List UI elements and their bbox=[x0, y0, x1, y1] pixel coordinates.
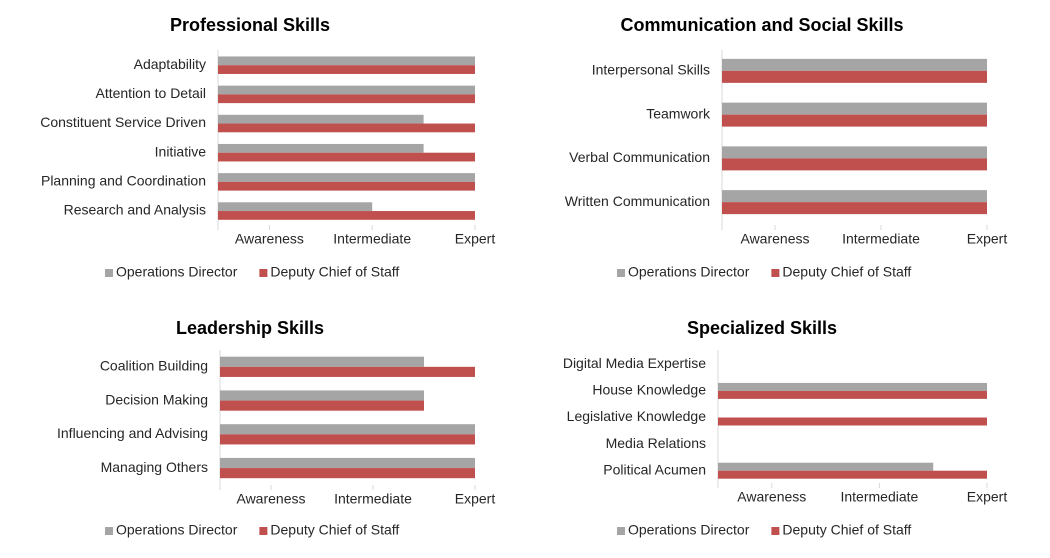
bar bbox=[218, 181, 475, 191]
legend-label: Operations Director bbox=[628, 264, 750, 280]
bar bbox=[718, 462, 934, 471]
legend-swatch bbox=[105, 269, 113, 277]
legend-label: Deputy Chief of Staff bbox=[782, 522, 911, 538]
y-tick-label: Managing Others bbox=[101, 459, 208, 475]
legend-swatch bbox=[617, 527, 625, 535]
y-tick-label: Digital Media Expertise bbox=[563, 355, 706, 371]
bar bbox=[218, 152, 475, 162]
y-tick-label: Attention to Detail bbox=[95, 85, 206, 101]
y-tick-label: Research and Analysis bbox=[64, 202, 206, 218]
y-tick-label: Written Communication bbox=[565, 193, 710, 209]
y-tick-label: Adaptability bbox=[134, 56, 206, 72]
x-tick-label: Awareness bbox=[235, 231, 304, 247]
x-tick-label: Intermediate bbox=[840, 489, 918, 505]
x-tick-label: Expert bbox=[455, 491, 496, 507]
chart-title: Communication and Social Skills bbox=[620, 15, 903, 35]
chart-title: Professional Skills bbox=[170, 15, 330, 35]
bar bbox=[218, 94, 475, 104]
bar bbox=[218, 85, 475, 95]
bar bbox=[722, 158, 987, 171]
x-tick-label: Awareness bbox=[737, 489, 806, 505]
chart-title: Leadership Skills bbox=[176, 318, 324, 338]
bar bbox=[218, 202, 373, 212]
y-tick-label: Influencing and Advising bbox=[57, 425, 208, 441]
y-tick-label: Planning and Coordination bbox=[41, 173, 206, 189]
bar bbox=[722, 190, 987, 203]
bar bbox=[220, 424, 475, 435]
bar bbox=[218, 65, 475, 74]
bar bbox=[218, 56, 475, 66]
legend-swatch bbox=[617, 269, 625, 277]
bar bbox=[218, 143, 424, 153]
y-tick-label: Media Relations bbox=[606, 435, 706, 451]
legend-swatch bbox=[105, 527, 113, 535]
bar bbox=[220, 457, 475, 469]
bar bbox=[722, 114, 987, 127]
legend-label: Deputy Chief of Staff bbox=[270, 264, 399, 280]
bar bbox=[220, 366, 475, 377]
y-tick-label: Teamwork bbox=[646, 105, 711, 121]
bar bbox=[220, 356, 424, 367]
x-tick-label: Awareness bbox=[740, 231, 809, 247]
x-tick-label: Awareness bbox=[236, 491, 305, 507]
bar bbox=[218, 173, 475, 182]
x-tick-label: Expert bbox=[455, 231, 496, 247]
bar bbox=[722, 70, 987, 83]
legend-label: Operations Director bbox=[628, 522, 750, 538]
legend-swatch bbox=[259, 527, 268, 535]
bar bbox=[218, 114, 424, 124]
bar bbox=[220, 468, 475, 479]
x-tick-label: Intermediate bbox=[333, 231, 411, 247]
chart-title: Specialized Skills bbox=[687, 318, 837, 338]
legend-label: Deputy Chief of Staff bbox=[270, 522, 399, 538]
legend-swatch bbox=[259, 269, 268, 277]
bar bbox=[722, 102, 987, 115]
y-tick-label: Verbal Communication bbox=[569, 149, 710, 165]
y-tick-label: Legislative Knowledge bbox=[567, 408, 707, 424]
x-tick-label: Expert bbox=[967, 231, 1008, 247]
legend-swatch bbox=[771, 269, 780, 277]
y-tick-label: Political Acumen bbox=[603, 461, 706, 477]
legend-label: Deputy Chief of Staff bbox=[782, 264, 911, 280]
x-tick-label: Intermediate bbox=[334, 491, 412, 507]
bar bbox=[722, 58, 987, 71]
bar bbox=[220, 390, 424, 401]
bar bbox=[722, 202, 987, 215]
y-tick-label: Initiative bbox=[155, 143, 207, 159]
bar bbox=[718, 417, 987, 426]
bar bbox=[218, 123, 475, 133]
bar bbox=[718, 390, 987, 399]
y-tick-label: House Knowledge bbox=[592, 382, 706, 398]
bar bbox=[722, 146, 987, 159]
bar bbox=[220, 400, 424, 411]
y-tick-label: Decision Making bbox=[105, 391, 208, 407]
y-tick-label: Coalition Building bbox=[100, 358, 208, 374]
x-tick-label: Expert bbox=[967, 489, 1008, 505]
bar bbox=[220, 434, 475, 445]
y-tick-label: Constituent Service Driven bbox=[40, 114, 206, 130]
bar bbox=[218, 211, 475, 220]
legend-label: Operations Director bbox=[116, 522, 238, 538]
y-tick-label: Interpersonal Skills bbox=[592, 62, 710, 78]
x-tick-label: Intermediate bbox=[842, 231, 920, 247]
bar bbox=[718, 470, 987, 479]
bar bbox=[718, 382, 987, 391]
legend-swatch bbox=[771, 527, 780, 535]
legend-label: Operations Director bbox=[116, 264, 238, 280]
